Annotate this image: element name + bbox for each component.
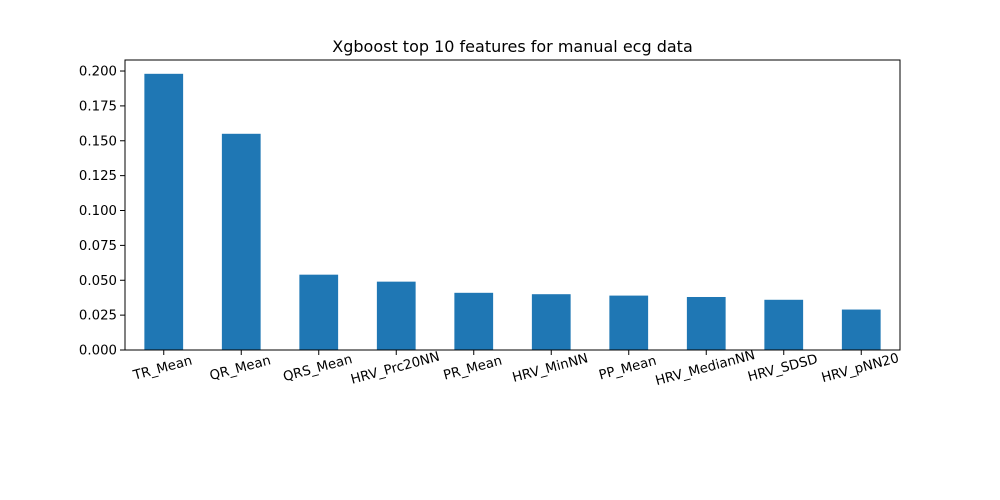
axes-frame [124,59,901,351]
y-tick-label: 0.150 [79,134,117,149]
bar-HRV_Prc20NN [376,281,416,350]
chart-title: Xgboost top 10 features for manual ecg d… [332,37,693,56]
y-tick-label: 0.100 [79,204,117,219]
y-tick-label: 0.050 [79,274,117,289]
y-tick-label: 0.125 [79,169,117,184]
y-tick-label: 0.175 [79,99,117,114]
y-tick-label: 0.000 [79,344,117,359]
y-tick-label: 0.200 [79,65,117,80]
bar-HRV_MedianNN [686,296,726,350]
bar-TR_Mean [144,73,184,351]
bar-HRV_MinNN [531,294,571,350]
bar-PP_Mean [609,295,649,350]
bar-QRS_Mean [299,274,339,350]
bar-HRV_SDSD [764,299,804,350]
bar-QR_Mean [221,133,261,350]
bar-PR_Mean [454,292,494,350]
bar-HRV_pNN20 [841,309,881,350]
y-tick-label: 0.075 [79,239,117,254]
y-tick-label: 0.025 [79,309,117,324]
